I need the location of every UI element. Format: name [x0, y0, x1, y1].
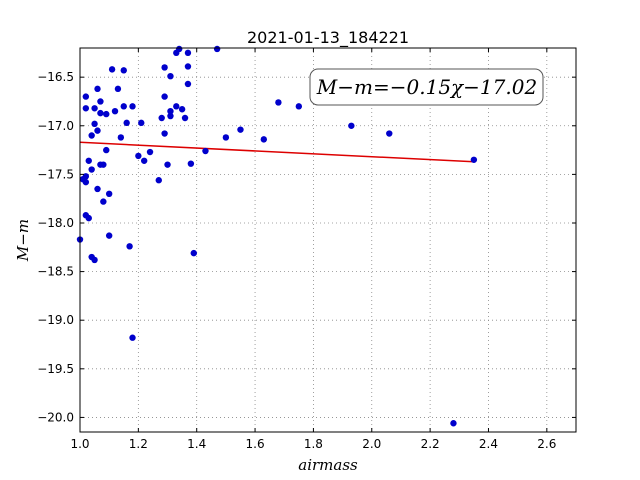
- y-tick-label: −17.0: [37, 119, 74, 133]
- data-point: [94, 127, 101, 134]
- x-tick-label: 2.4: [479, 437, 498, 451]
- data-point: [161, 130, 168, 137]
- data-point: [184, 49, 192, 57]
- data-point: [91, 120, 98, 128]
- data-point: [94, 185, 101, 193]
- data-point: [97, 109, 104, 117]
- grid-lines: [79, 48, 576, 432]
- data-point: [94, 85, 101, 93]
- data-point: [91, 105, 98, 112]
- fit-line: [79, 141, 474, 163]
- data-point: [88, 132, 95, 139]
- data-point: [91, 256, 98, 264]
- y-axis-label: M−m: [14, 219, 32, 262]
- x-axis-label: airmass: [298, 456, 358, 474]
- data-point: [120, 67, 127, 74]
- plot-area: [80, 48, 576, 432]
- data-point: [100, 161, 107, 168]
- data-point: [348, 122, 355, 129]
- data-point: [114, 85, 122, 93]
- x-axis-ticks: 1.0 1.2 1.4 1.6 1.8 2.0 2.2 2.4 2.6: [70, 48, 556, 451]
- data-point: [178, 106, 186, 113]
- data-point: [138, 119, 145, 127]
- data-point: [187, 160, 195, 167]
- x-tick-label: 2.2: [421, 437, 440, 451]
- data-point: [85, 214, 92, 222]
- data-point: [117, 134, 125, 141]
- data-point: [103, 146, 110, 154]
- data-point: [140, 157, 148, 164]
- data-point: [164, 161, 171, 168]
- data-point: [158, 114, 165, 122]
- data-point: [386, 130, 393, 137]
- data-point: [161, 93, 168, 100]
- chart-title: 2021-01-13_184221: [247, 28, 409, 48]
- fit-annotation: M−m=−0.15χ−17.02: [309, 68, 544, 106]
- y-tick-label: −18.5: [37, 265, 74, 279]
- data-point: [82, 173, 90, 180]
- x-tick-label: 1.6: [246, 437, 265, 451]
- data-point: [181, 114, 189, 122]
- plot-frame: [79, 47, 577, 433]
- y-tick-label: −20.0: [37, 410, 74, 424]
- data-point: [184, 80, 192, 88]
- data-point: [176, 45, 183, 53]
- y-tick-label: −17.5: [37, 167, 74, 181]
- x-tick-label: 1.8: [304, 437, 323, 451]
- data-point: [105, 232, 113, 239]
- data-point: [173, 103, 180, 110]
- data-point: [135, 152, 142, 160]
- data-point: [85, 157, 92, 164]
- data-point: [82, 93, 90, 100]
- y-tick-label: −19.0: [37, 313, 74, 327]
- data-point: [167, 72, 174, 80]
- x-tick-label: 1.2: [129, 437, 148, 451]
- data-point: [129, 334, 136, 341]
- data-point: [295, 103, 303, 110]
- data-point: [213, 45, 221, 53]
- data-point: [97, 98, 104, 105]
- data-point: [275, 99, 282, 106]
- y-tick-label: −16.5: [37, 70, 74, 84]
- x-tick-label: 1.4: [187, 437, 206, 451]
- data-point: [450, 420, 457, 427]
- data-point: [237, 126, 244, 133]
- data-point: [260, 136, 268, 143]
- data-point: [190, 249, 197, 257]
- data-point: [222, 134, 230, 141]
- fit-line-group: [79, 141, 474, 163]
- data-point: [111, 107, 119, 115]
- fit-equation: M−m=−0.15χ−17.02: [316, 75, 537, 99]
- data-point: [155, 177, 162, 184]
- data-point: [146, 148, 154, 156]
- data-point: [120, 103, 127, 110]
- data-point: [167, 112, 174, 120]
- data-point: [82, 105, 90, 112]
- data-point: [103, 110, 110, 118]
- data-point: [88, 166, 95, 173]
- x-tick-label: 1.0: [70, 437, 89, 451]
- x-tick-label: 2.0: [362, 437, 381, 451]
- data-point: [105, 190, 113, 198]
- data-point: [82, 178, 90, 186]
- data-point: [470, 156, 478, 163]
- data-point: [184, 63, 192, 70]
- data-point: [100, 198, 107, 205]
- x-tick-label: 2.6: [537, 437, 556, 451]
- data-point: [167, 107, 174, 115]
- data-points: [76, 45, 478, 427]
- annotation-box: [309, 68, 544, 106]
- data-point: [123, 119, 130, 127]
- y-tick-label: −19.5: [37, 362, 74, 376]
- y-tick-label: −18.0: [37, 216, 74, 230]
- data-point: [161, 64, 168, 71]
- y-axis-ticks: −16.5 −17.0 −17.5 −18.0 −18.5 −19.0 −19.5 −20.0: [37, 70, 576, 424]
- data-point: [129, 103, 136, 110]
- data-point: [126, 243, 133, 250]
- data-point: [202, 147, 209, 155]
- data-point: [108, 66, 116, 73]
